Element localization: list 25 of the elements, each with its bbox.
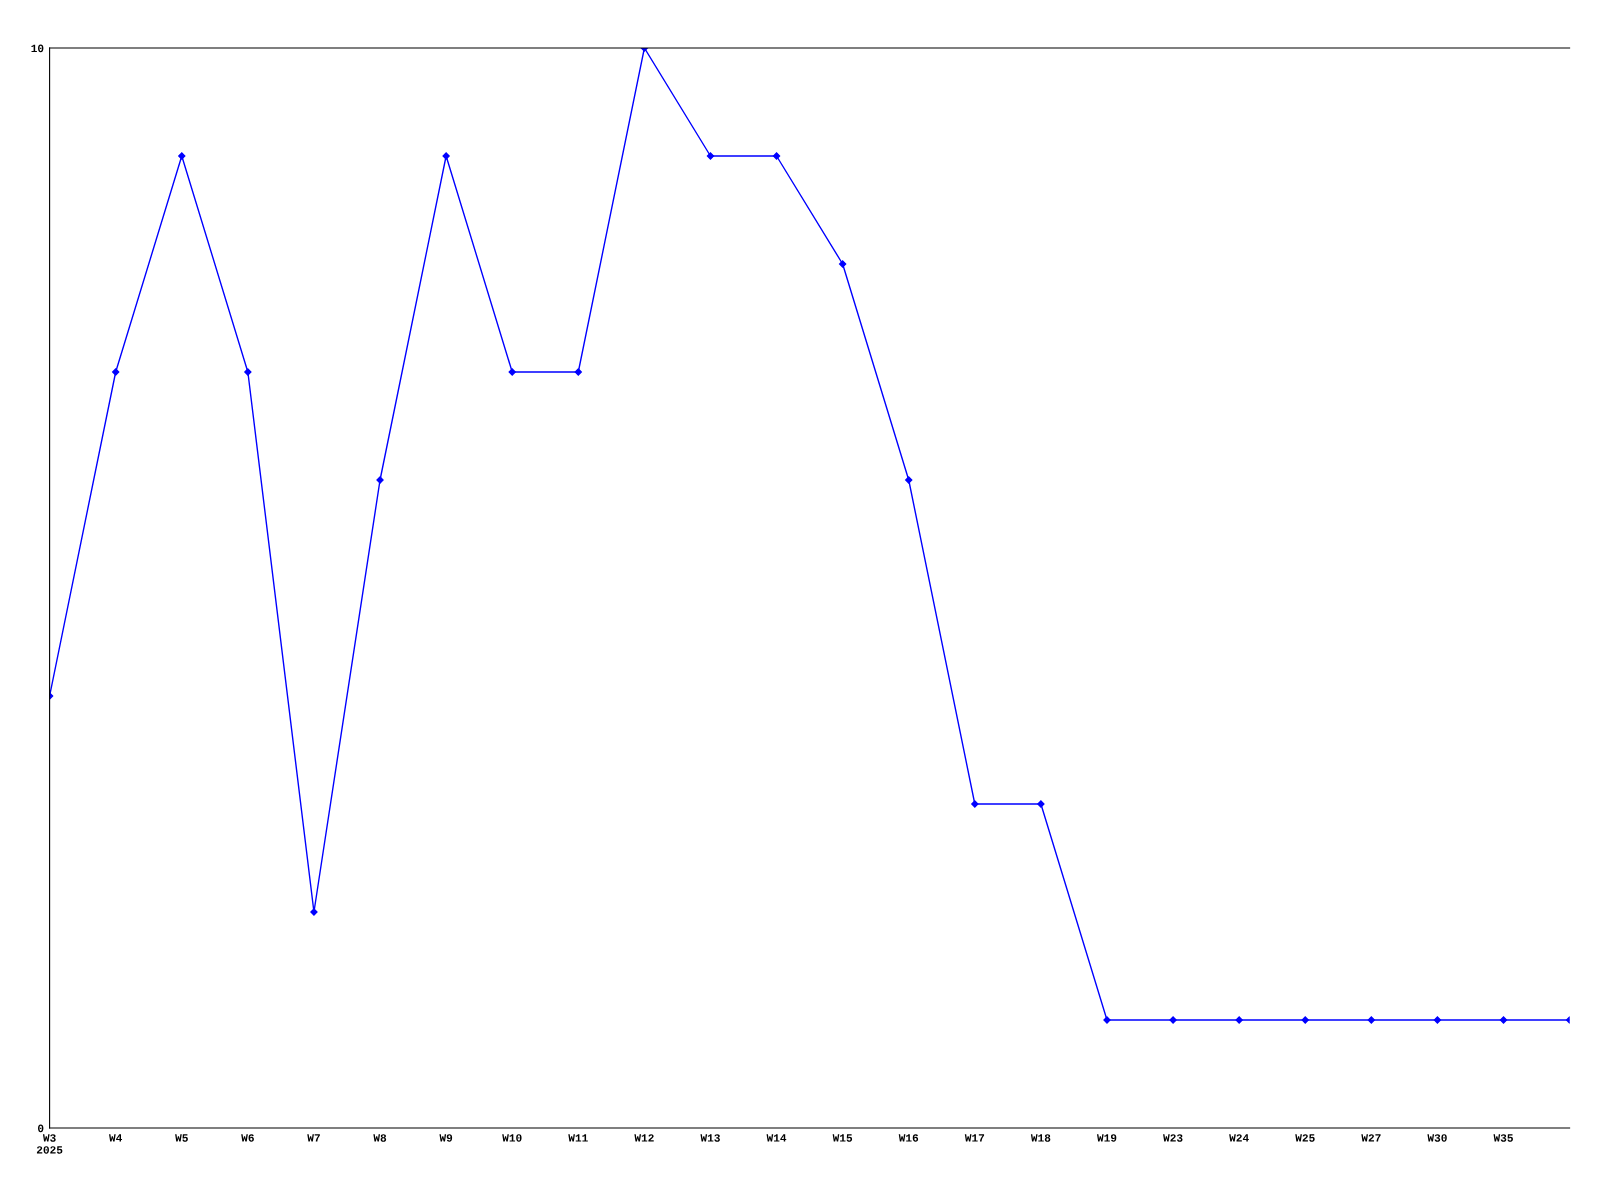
x-tick-label: W17	[964, 1134, 985, 1142]
x-tick-label: W3 2025	[36, 1134, 63, 1154]
x-tick-label: W19	[1096, 1134, 1117, 1142]
x-tick-label: W16	[898, 1134, 919, 1142]
x-tick-label: W23	[1163, 1134, 1183, 1142]
x-tick-label: W6	[241, 1134, 254, 1142]
x-tick-label: W35	[1493, 1134, 1513, 1142]
x-tick-label: W13	[700, 1134, 720, 1142]
x-tick-label: W24	[1229, 1134, 1249, 1142]
x-tick-label: W10	[502, 1134, 522, 1142]
x-tick-label: W25	[1295, 1134, 1315, 1142]
x-tick-label: W18	[1030, 1134, 1051, 1142]
x-tick-label: W27	[1361, 1134, 1381, 1142]
x-tick-label: W12	[634, 1134, 654, 1142]
x-tick-label: W8	[373, 1134, 387, 1142]
y-tick-label: 10	[31, 44, 44, 53]
x-tick-label: W14	[766, 1134, 787, 1142]
x-tick-label: W11	[568, 1134, 588, 1142]
x-tick-label: W4	[109, 1134, 123, 1142]
x-tick-label: W15	[832, 1134, 853, 1142]
y-tick-label: 0	[38, 1124, 44, 1133]
x-tick-label: W7	[307, 1134, 320, 1142]
x-tick-label: W30	[1427, 1134, 1447, 1142]
x-tick-label: W9	[439, 1134, 453, 1142]
x-tick-label: W5	[175, 1134, 188, 1142]
